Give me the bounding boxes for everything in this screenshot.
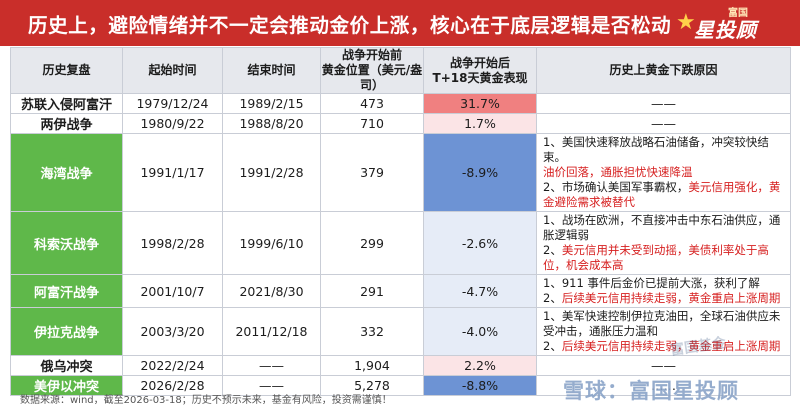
table-row: 俄乌冲突 2022/2/24 —— 1,904 2.2% —— [10, 355, 791, 376]
decline-reason-cell: 1、战场在欧洲，不直接冲击中东石油供应，通胀逻辑弱 2、美元信用并未受到动摇，美债… [536, 211, 791, 275]
column-header: 起始时间 [122, 47, 223, 94]
start-date-cell: 1991/1/17 [122, 133, 223, 212]
gold-change-cell: -2.6% [423, 211, 537, 275]
decline-reason-cell: —— [536, 93, 791, 114]
table-body: 苏联入侵阿富汗 1979/12/24 1989/2/15 473 31.7% —— 两伊战争… [10, 93, 791, 396]
table-row: 阿富汗战争 2001/10/7 2021/8/30 291 -4.7% 1、911 事件后… [10, 274, 791, 308]
start-date-cell: 2003/3/20 [122, 307, 223, 356]
table-row: 美伊以冲突 2026/2/28 —— 5,278 -8.8%…… [10, 375, 791, 396]
reason-text: 2、 [543, 339, 562, 353]
reason-highlight: 美元信用强化，黄金避险需求被替代 [543, 180, 781, 209]
reason-text: 1、911 事件后金价已提前大涨，获利了解 [543, 276, 760, 290]
start-date-cell: 2026/2/28 [122, 375, 223, 396]
logo-small-text: 富国 [728, 8, 748, 19]
gold-change-cell: -8.9% [423, 133, 537, 212]
reason-text: —— [651, 358, 676, 373]
gold-price-cell: 291 [320, 274, 424, 308]
column-header: 战争开始后 T+18天黄金表现 [423, 47, 537, 94]
title-banner: 历史上，避险情绪并不一定会推动金价上涨，核心在于底层逻辑是否松动 ★ 富国 星投… [0, 0, 800, 46]
end-date-cell: 2011/12/18 [222, 307, 321, 356]
gold-price-cell: 473 [320, 93, 424, 114]
start-date-cell: 2022/2/24 [122, 355, 223, 376]
column-header: 历史复盘 [10, 47, 123, 94]
war-name-cell: 美伊以冲突 [10, 375, 123, 396]
column-header: 战争开始前 黄金位置（美元/盎司） [320, 47, 424, 94]
war-name-cell: 两伊战争 [10, 113, 123, 134]
reason-text: 2、 [543, 291, 562, 305]
gold-change-cell: -4.0% [423, 307, 537, 356]
gold-change-cell: 31.7% [423, 93, 537, 114]
reason-highlight: 后续美元信用持续走弱，黄金重启上涨周期 [561, 291, 781, 305]
end-date-cell: 2021/8/30 [222, 274, 321, 308]
logo-main-text: 星投顾 [694, 18, 757, 42]
gold-change-cell: -8.8% [423, 375, 537, 396]
reason-highlight: 美元信用并未受到动摇，美债利率处于高位，机会成本高 [543, 243, 769, 272]
gold-price-cell: 299 [320, 211, 424, 275]
table-row: 苏联入侵阿富汗 1979/12/24 1989/2/15 473 31.7% —— [10, 93, 791, 114]
start-date-cell: 1979/12/24 [122, 93, 223, 114]
reason-text: 2、 [543, 243, 562, 257]
decline-reason-cell: 1、美国快速释放战略石油储备，冲突较快结束。 油价回落，通胀担忧快速降温 2、市场确… [536, 133, 791, 212]
reason-text: 1、美军快速控制伊拉克油田，全球石油供应未受冲击，通胀压力温和 [543, 309, 781, 338]
footer-note: 数据来源：wind，截至2026-03-18；历史不预示未来，基金有风险，投资需… [20, 395, 392, 406]
decline-reason-cell: 1、美军快速控制伊拉克油田，全球石油供应未受冲击，通胀压力温和 2、后续美元信用持… [536, 307, 791, 356]
start-date-cell: 2001/10/7 [122, 274, 223, 308]
war-name-cell: 伊拉克战争 [10, 307, 123, 356]
decline-reason-cell: 1、911 事件后金价已提前大涨，获利了解 2、后续美元信用持续走弱，黄金重启上涨… [536, 274, 791, 308]
gold-change-cell: 1.7% [423, 113, 537, 134]
table-header-row: 历史复盘 起始时间 结束时间 战争开始前 黄金位置（美元/盎司） 战争开始后 T+18天… [10, 47, 791, 94]
war-name-cell: 科索沃战争 [10, 211, 123, 275]
column-header: 历史上黄金下跌原因 [536, 47, 791, 94]
reason-text: 2、市场确认美国军事霸权， [543, 180, 689, 194]
watermark-main: 雪球：富国星投顾 [563, 379, 739, 403]
gold-price-cell: 5,278 [320, 375, 424, 396]
gold-change-cell: 2.2% [423, 355, 537, 376]
table-row: 海湾战争 1991/1/17 1991/2/28 379 -8.9% 1、美国快速释放战略… [10, 133, 791, 212]
gold-price-cell: 332 [320, 307, 424, 356]
reason-text: 1、美国快速释放战略石油储备，冲突较快结束。 [543, 135, 769, 164]
column-header: 结束时间 [222, 47, 321, 94]
war-name-cell: 海湾战争 [10, 133, 123, 212]
decline-reason-cell: —— [536, 113, 791, 134]
table-row: 伊拉克战争 2003/3/20 2011/12/18 332 -4.0% 1、美军快速控制… [10, 307, 791, 356]
page-title: 历史上，避险情绪并不一定会推动金价上涨，核心在于底层逻辑是否松动 [28, 14, 672, 37]
end-date-cell: 1991/2/28 [222, 133, 321, 212]
star-icon: ★ [676, 10, 696, 35]
gold-price-cell: 710 [320, 113, 424, 134]
table-row: 科索沃战争 1998/2/28 1999/6/10 299 -2.6% 1、战场在欧洲，不… [10, 211, 791, 275]
reason-highlight: 油价回落，通胀担忧快速降温 [543, 165, 693, 179]
reason-text: 1、战场在欧洲，不直接冲击中东石油供应，通胀逻辑弱 [543, 213, 781, 242]
reason-text: …… [651, 378, 676, 393]
table-row: 两伊战争 1980/9/22 1988/8/20 710 1.7% —— [10, 113, 791, 134]
end-date-cell: 1999/6/10 [222, 211, 321, 275]
reason-highlight: 后续美元信用持续走弱，黄金重启上涨周期 [561, 339, 781, 353]
history-table: 历史复盘 起始时间 结束时间 战争开始前 黄金位置（美元/盎司） 战争开始后 T+18天… [10, 47, 791, 396]
war-name-cell: 苏联入侵阿富汗 [10, 93, 123, 114]
end-date-cell: —— [222, 355, 321, 376]
brand-logo: ★ 富国 星投顾 [676, 4, 798, 44]
decline-reason-cell: —— [536, 355, 791, 376]
start-date-cell: 1998/2/28 [122, 211, 223, 275]
end-date-cell: 1989/2/15 [222, 93, 321, 114]
reason-text: —— [651, 116, 676, 131]
war-name-cell: 俄乌冲突 [10, 355, 123, 376]
gold-change-cell: -4.7% [423, 274, 537, 308]
start-date-cell: 1980/9/22 [122, 113, 223, 134]
reason-text: —— [651, 96, 676, 111]
gold-price-cell: 379 [320, 133, 424, 212]
gold-price-cell: 1,904 [320, 355, 424, 376]
decline-reason-cell: …… [536, 375, 791, 396]
war-name-cell: 阿富汗战争 [10, 274, 123, 308]
end-date-cell: 1988/8/20 [222, 113, 321, 134]
